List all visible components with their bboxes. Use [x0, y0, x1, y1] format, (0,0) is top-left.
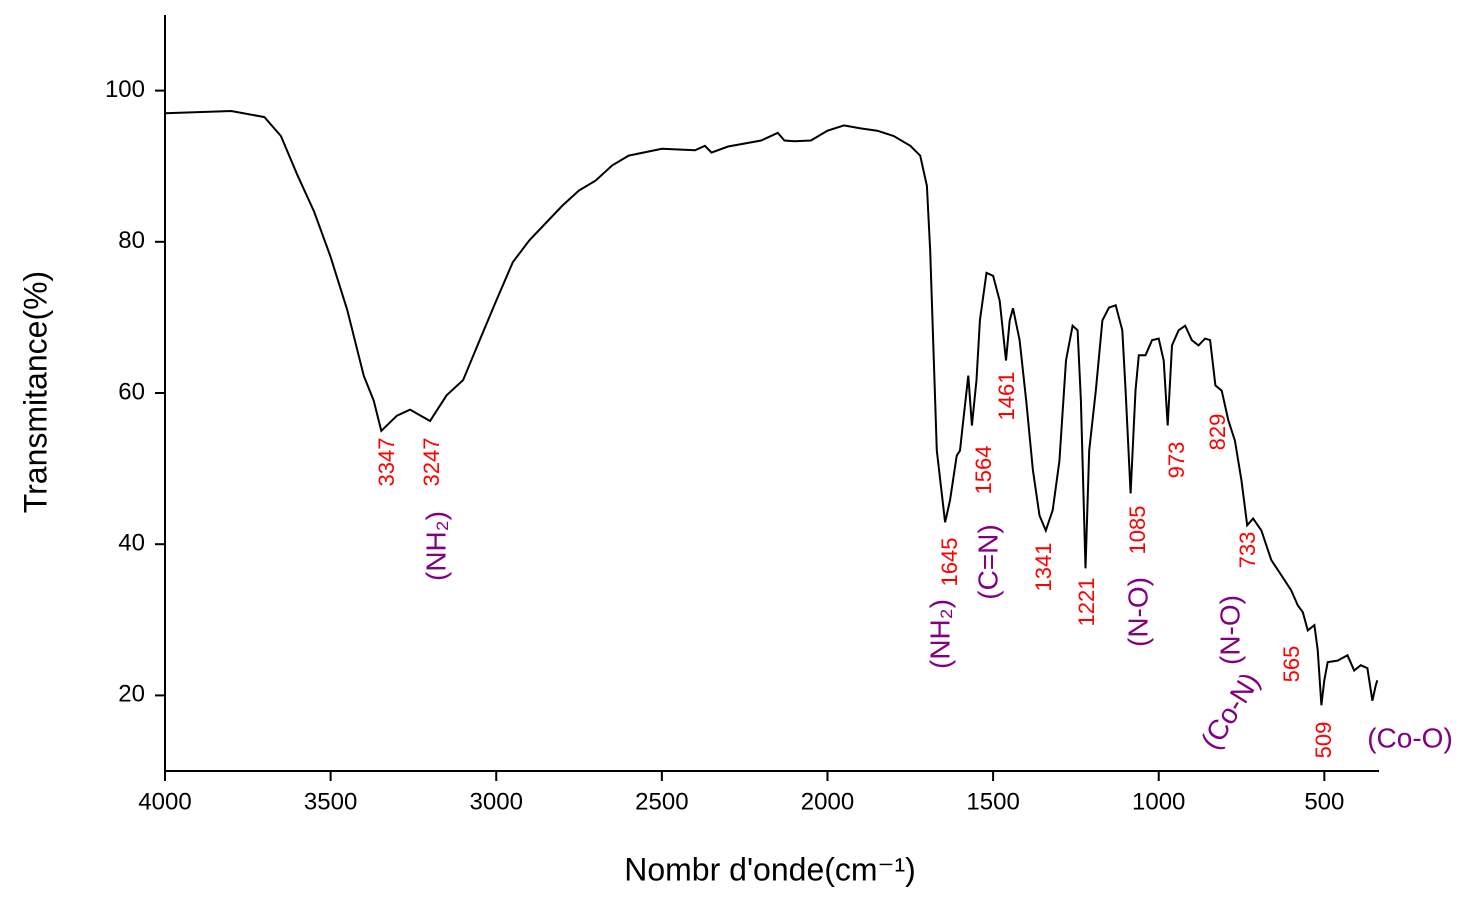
- annotation: 1221: [1074, 578, 1099, 627]
- annotation: 1645: [937, 538, 962, 587]
- annotation: (C=N): [972, 524, 1003, 599]
- y-tick-label: 20: [118, 681, 145, 708]
- y-tick-label: 40: [118, 530, 145, 557]
- annotation: 509: [1311, 722, 1336, 759]
- x-tick-label: 2500: [635, 788, 688, 815]
- annotation: 1085: [1125, 506, 1150, 555]
- x-tick-label: 2000: [801, 788, 854, 815]
- annotation: 1341: [1031, 543, 1056, 592]
- x-tick-label: 3500: [304, 788, 357, 815]
- annotation: (N-O): [1122, 577, 1153, 647]
- annotation: (NH₂): [420, 511, 451, 581]
- x-tick-label: 1000: [1132, 788, 1185, 815]
- annotation: (N-O): [1214, 595, 1245, 665]
- x-axis-title: Nombr d'onde(cm⁻¹): [624, 851, 916, 887]
- x-tick-label: 500: [1304, 788, 1344, 815]
- spectrum-line: [164, 109, 1379, 706]
- x-tick-label: 4000: [138, 788, 191, 815]
- y-tick-label: 80: [118, 227, 145, 254]
- annotation: 565: [1279, 646, 1304, 683]
- annotation: 829: [1205, 414, 1230, 451]
- annotation: 973: [1164, 442, 1189, 479]
- annotation: 1564: [971, 446, 996, 495]
- annotation: 1461: [994, 372, 1019, 421]
- annotation: 3347: [374, 438, 399, 487]
- annotation: (NH₂): [924, 599, 955, 669]
- annotation: 3247: [419, 438, 444, 487]
- x-tick-label: 3000: [470, 788, 523, 815]
- y-axis-title: Transmitance(%): [17, 271, 53, 513]
- annotation: (Co-N): [1195, 667, 1266, 755]
- y-tick-label: 60: [118, 378, 145, 405]
- y-tick-label: 100: [105, 76, 145, 103]
- annotation: (Co-O): [1367, 722, 1453, 753]
- annotation: 733: [1235, 532, 1260, 569]
- x-tick-label: 1500: [966, 788, 1019, 815]
